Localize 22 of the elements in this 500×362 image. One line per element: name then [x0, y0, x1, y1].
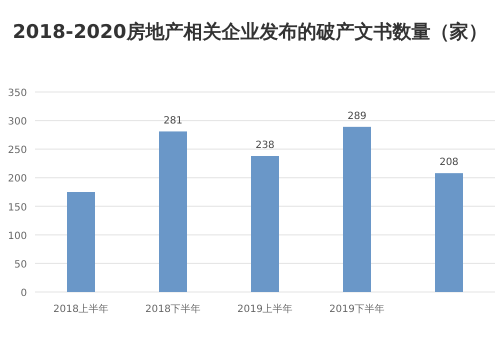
x-tick-label: 2018上半年 — [53, 303, 109, 315]
y-tick-label: 350 — [8, 88, 27, 99]
bar — [251, 156, 279, 292]
bar — [343, 126, 371, 292]
y-tick-label: 250 — [8, 145, 27, 156]
data-label: 238 — [255, 140, 275, 151]
y-tick-label: 50 — [14, 259, 27, 270]
data-label: 281 — [163, 115, 183, 126]
bar — [67, 192, 95, 292]
bar — [435, 173, 463, 292]
x-tick-label: 2019上半年 — [237, 303, 293, 315]
y-tick-label: 150 — [8, 202, 27, 214]
data-label: 208 — [439, 157, 459, 168]
y-tick-label: 0 — [20, 288, 27, 299]
x-tick-label: 2019下半年 — [329, 303, 385, 315]
y-tick-label: 100 — [8, 230, 27, 242]
bar — [159, 131, 187, 292]
x-tick-label: 2018下半年 — [145, 303, 201, 315]
y-tick-label: 200 — [8, 174, 27, 185]
data-label: 289 — [347, 110, 367, 122]
y-tick-label: 300 — [8, 116, 27, 128]
chart-title: 2018-2020房地产相关企业发布的破产文书数量（家） — [12, 21, 488, 43]
